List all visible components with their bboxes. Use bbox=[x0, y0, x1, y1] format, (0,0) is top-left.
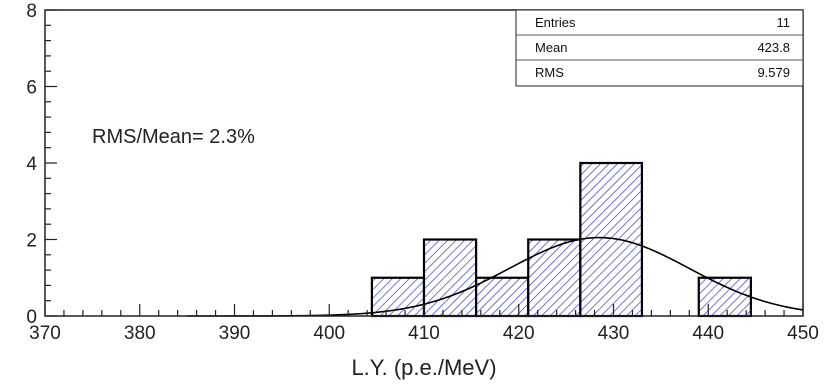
y-tick-label: 0 bbox=[26, 307, 37, 328]
y-tick-label: 2 bbox=[26, 231, 37, 252]
x-tick-label: 380 bbox=[124, 323, 156, 344]
x-tick-label: 410 bbox=[408, 323, 440, 344]
x-tick-label: 440 bbox=[692, 323, 724, 344]
stats-entries-value: 11 bbox=[777, 15, 791, 30]
histogram-bar bbox=[527, 238, 582, 318]
stats-rms-value: 9.579 bbox=[757, 65, 790, 80]
histogram-bars bbox=[370, 161, 752, 318]
x-tick-label: 430 bbox=[598, 323, 630, 344]
histogram-bar bbox=[475, 276, 530, 318]
histogram-bar bbox=[579, 161, 644, 318]
rms-mean-annotation: RMS/Mean= 2.3% bbox=[92, 126, 255, 148]
y-tick-labels: 0 2 4 6 8 bbox=[26, 1, 37, 328]
x-tick-label: 420 bbox=[503, 323, 535, 344]
y-tick-label: 4 bbox=[26, 154, 37, 175]
x-tick-labels: 370 380 390 400 410 420 430 440 450 bbox=[29, 323, 819, 344]
y-tick-label: 6 bbox=[26, 78, 37, 99]
histogram-bar bbox=[697, 276, 752, 318]
axis-ticks bbox=[44, 9, 804, 317]
y-tick-label: 8 bbox=[26, 1, 37, 22]
x-tick-label: 370 bbox=[29, 323, 61, 344]
x-tick-label: 390 bbox=[219, 323, 251, 344]
x-axis-title: L.Y. (p.e./MeV) bbox=[351, 355, 496, 380]
stats-rms-label: RMS bbox=[535, 65, 564, 80]
histogram-bar bbox=[422, 238, 478, 318]
stats-box: Entries 11 Mean 423.8 RMS 9.579 bbox=[515, 9, 804, 87]
stats-mean-label: Mean bbox=[535, 40, 568, 55]
stats-entries-label: Entries bbox=[535, 15, 576, 30]
x-tick-label: 450 bbox=[787, 323, 819, 344]
stats-mean-value: 423.8 bbox=[757, 40, 790, 55]
x-tick-label: 400 bbox=[313, 323, 345, 344]
